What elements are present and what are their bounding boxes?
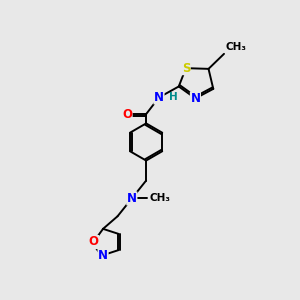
Text: N: N [127,192,137,205]
Text: S: S [182,61,190,75]
Text: N: N [190,92,200,105]
Text: H: H [169,92,178,102]
Text: O: O [88,236,98,248]
Text: N: N [98,249,108,262]
Text: O: O [122,108,132,121]
Text: CH₃: CH₃ [225,42,246,52]
Text: CH₃: CH₃ [149,194,170,203]
Text: N: N [154,91,164,104]
